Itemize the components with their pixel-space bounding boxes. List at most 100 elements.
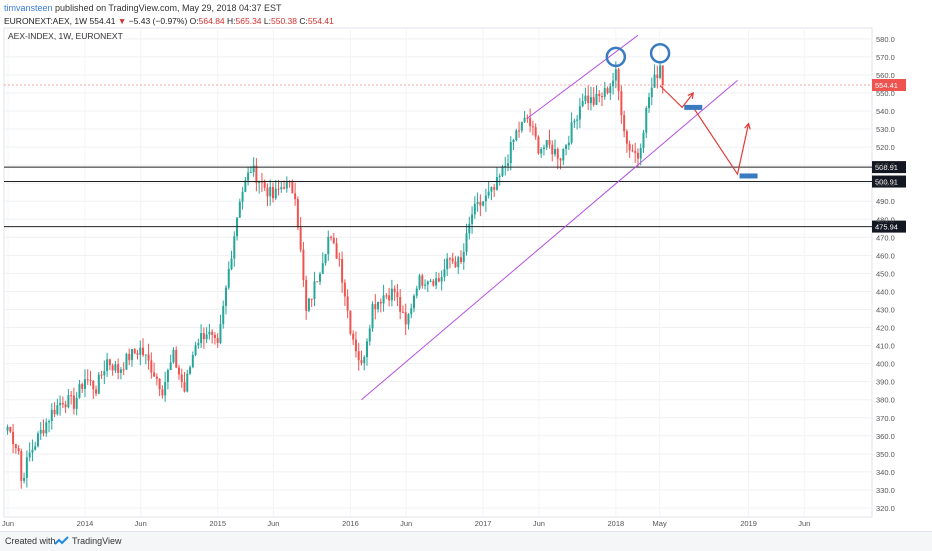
- level-label-bg: [872, 161, 906, 174]
- candle-body: [636, 152, 639, 159]
- candle-body: [443, 269, 446, 277]
- y-tick-label: 490.0: [876, 197, 895, 206]
- candle-body: [172, 349, 175, 363]
- candle-body: [9, 426, 12, 432]
- candle-body: [133, 349, 136, 354]
- candle-body: [504, 165, 507, 167]
- candle-body: [537, 136, 540, 154]
- candle-body: [106, 359, 109, 372]
- candle-body: [457, 257, 460, 268]
- candle-body: [144, 354, 147, 356]
- candle-body: [498, 175, 501, 178]
- candle-body: [614, 69, 617, 81]
- x-tick-label: Jun: [267, 519, 279, 528]
- candle-body: [36, 433, 39, 447]
- y-tick-label: 540.0: [876, 107, 895, 116]
- candle-body: [617, 69, 620, 92]
- candle-body: [625, 131, 628, 144]
- candle-body: [53, 409, 56, 415]
- candle-body: [274, 188, 277, 199]
- candle-body: [230, 258, 233, 270]
- candle-body: [401, 311, 404, 313]
- candle-body: [421, 275, 424, 286]
- candle-body: [25, 457, 28, 478]
- candle-body: [122, 369, 125, 371]
- level-label: 508.91: [875, 163, 898, 172]
- candle-body: [277, 188, 280, 190]
- candle-body: [12, 431, 15, 445]
- candle-body: [468, 223, 471, 234]
- candle-body: [448, 258, 451, 260]
- candle-body: [642, 132, 645, 149]
- candle-body: [280, 187, 283, 190]
- level-label-bg: [872, 175, 906, 188]
- candle-body: [263, 181, 266, 188]
- candle-body: [460, 257, 463, 263]
- candle-body: [415, 288, 418, 296]
- candle-body: [346, 296, 349, 311]
- candle-body: [603, 88, 606, 97]
- candle-body: [473, 203, 476, 215]
- candle-body: [20, 451, 23, 481]
- peak-circle: [649, 43, 671, 64]
- y-tick-label: 390.0: [876, 378, 895, 387]
- candle-body: [349, 310, 352, 334]
- last-price: 554.41: [89, 16, 116, 26]
- y-tick-label: 570.0: [876, 53, 895, 62]
- candle-body: [125, 353, 128, 370]
- x-tick-label: 2018: [607, 519, 624, 528]
- candle-body: [393, 288, 396, 293]
- created-with-text: Created with: [5, 536, 56, 546]
- candle-body: [42, 429, 45, 434]
- peak-circle: [605, 46, 627, 68]
- candle-body: [365, 341, 368, 358]
- open-value: 564.84: [198, 16, 225, 26]
- y-tick-label: 560.0: [876, 71, 895, 80]
- candle-body: [595, 93, 598, 105]
- candle-body: [360, 360, 363, 364]
- candle-body: [186, 373, 189, 392]
- candle-body: [471, 214, 474, 224]
- candle-body: [224, 287, 227, 306]
- candle-body: [554, 149, 557, 155]
- candle-body: [589, 97, 592, 104]
- author-link[interactable]: timvansteen: [4, 3, 53, 13]
- candle-body: [454, 261, 457, 268]
- candle-body: [413, 295, 416, 309]
- candle-body: [72, 395, 75, 409]
- candle-body: [612, 80, 615, 87]
- candle-body: [117, 364, 120, 373]
- tradingview-brand[interactable]: TradingView: [72, 536, 122, 546]
- candle-body: [371, 304, 374, 329]
- candle-body: [606, 88, 609, 94]
- candle-body: [183, 382, 186, 392]
- candle-body: [495, 177, 498, 190]
- candle-body: [291, 181, 294, 194]
- candle-body: [432, 280, 435, 286]
- candle-body: [227, 269, 230, 288]
- candle-body: [451, 258, 454, 262]
- candle-body: [650, 87, 653, 98]
- candle-body: [628, 143, 631, 151]
- candle-body: [296, 199, 299, 228]
- y-tick-label: 480.0: [876, 215, 895, 224]
- y-tick-label: 460.0: [876, 251, 895, 260]
- candle-body: [216, 337, 219, 344]
- price-chart[interactable]: 508.91 500.91 475.94 554.41 320.0 330.0 340.0…: [0, 0, 932, 531]
- candle-body: [114, 364, 117, 371]
- candle-body: [424, 284, 427, 286]
- chart-title: AEX-INDEX, 1W, EURONEXT: [8, 31, 123, 41]
- candle-body: [518, 130, 521, 132]
- candle-body: [567, 142, 570, 146]
- candle-body: [418, 275, 421, 289]
- close-label: C:: [299, 16, 308, 26]
- x-tick-label: Jun: [135, 519, 147, 528]
- candle-body: [150, 360, 153, 373]
- levels: 508.91 500.91 475.94 554.41: [4, 79, 906, 233]
- candle-body: [139, 347, 142, 355]
- candle-body: [75, 397, 78, 409]
- candle-body: [377, 301, 380, 310]
- candle-body: [545, 140, 548, 148]
- candle-body: [269, 186, 272, 197]
- candle-body: [142, 347, 145, 356]
